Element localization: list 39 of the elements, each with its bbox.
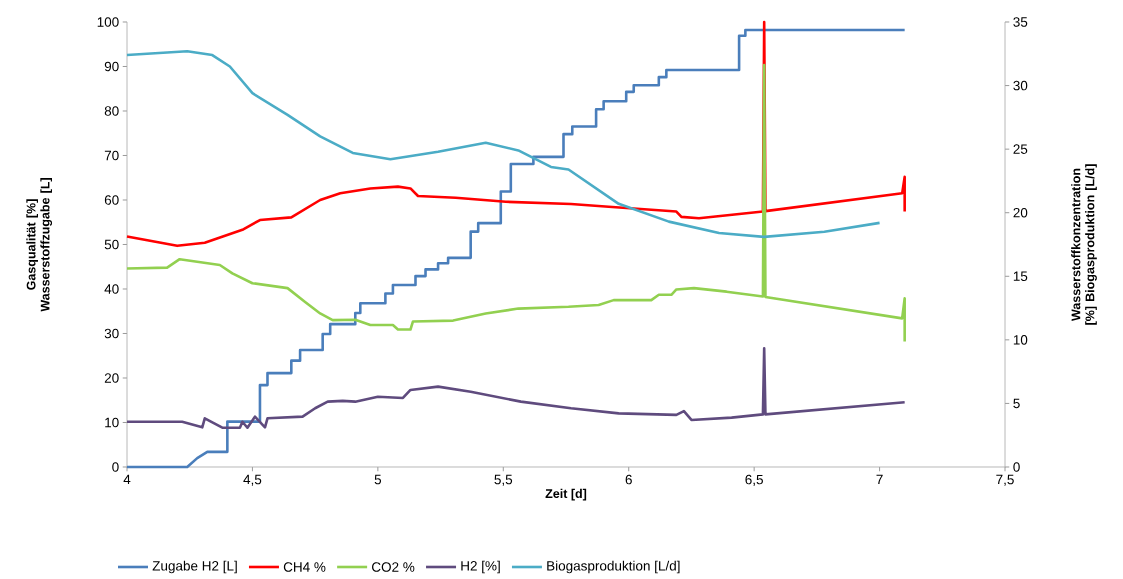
y2-tick-label: 0 [1013, 462, 1020, 472]
x-tick-label: 4,5 [243, 474, 262, 486]
y2-axis-title: Wasserstoffkonzentration [%] Biogasproduktion [L/d] [1071, 164, 1097, 325]
y-tick-label: 80 [104, 106, 119, 116]
y-tick-label: 20 [104, 373, 119, 383]
x-axis-title: Zeit [d] [545, 488, 587, 501]
legend-label: Biogasproduktion [L/d] [547, 560, 680, 574]
line-series [125, 346, 906, 430]
legend-label: H2 [%] [461, 560, 500, 574]
y2-tick-label: 30 [1013, 80, 1028, 91]
y2-tick-label: 15 [1013, 271, 1028, 281]
legend-label: Zugabe H2 [L] [152, 560, 237, 574]
line-series [125, 28, 906, 469]
y2-tick-label: 10 [1013, 335, 1028, 345]
x-tick-label: 6 [625, 474, 632, 485]
x-tick-label: 5 [374, 474, 382, 485]
y2-tick-label: 35 [1013, 17, 1028, 27]
x-tick-label: 5,5 [494, 474, 513, 486]
y-axis-title: Gasqualität [%] Wasserstoffzugabe [L] [26, 178, 53, 312]
y-tick-label: 50 [104, 239, 119, 250]
y2-tick-label: 20 [1013, 207, 1028, 218]
y-tick-label: 40 [104, 284, 119, 294]
x-tick-label: 7,5 [996, 474, 1014, 486]
legend-label: CO2 % [372, 562, 415, 572]
x-tick-label: 7 [876, 474, 883, 485]
x-tick-label: 6,5 [745, 474, 763, 486]
y-tick-label: 30 [104, 328, 119, 339]
y-tick-label: 10 [105, 417, 119, 428]
y-tick-label: 0 [112, 462, 119, 472]
y-tick-label: 70 [104, 150, 119, 161]
y2-tick-label: 25 [1013, 144, 1028, 154]
line-series [125, 63, 906, 343]
x-tick-label: 4 [123, 474, 131, 485]
y2-tick-label: 5 [1013, 398, 1020, 409]
y-tick-label: 90 [104, 61, 119, 72]
line-series [125, 49, 881, 239]
y-tick-label: 100 [97, 17, 119, 27]
y-tick-label: 60 [104, 195, 119, 205]
legend-label: CH4 % [283, 562, 326, 572]
